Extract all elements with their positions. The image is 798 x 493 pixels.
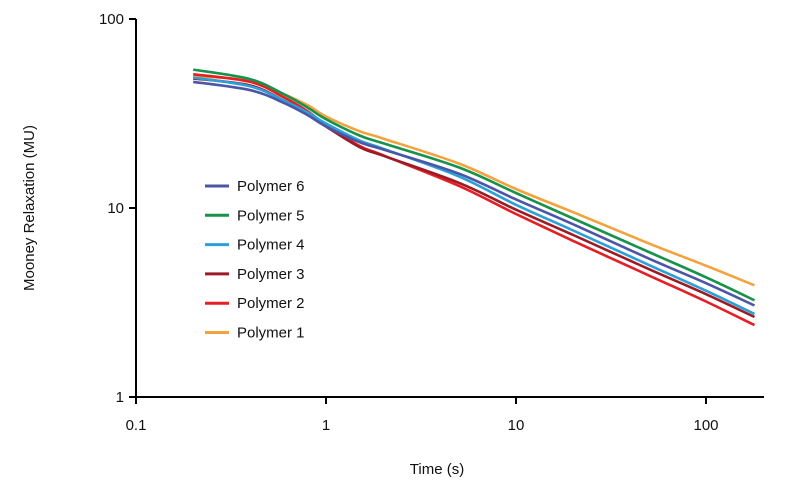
y-axis-title: Mooney Relaxation (MU) — [21, 125, 38, 291]
legend-label: Polymer 4 — [237, 237, 305, 254]
plot-lines — [192, 68, 756, 327]
x-tick-label: 10 — [508, 417, 525, 434]
legend: Polymer 6 Polymer 5 Polymer 4 Polymer 3 Poly… — [205, 178, 305, 342]
series-line-polymer-6 — [193, 80, 756, 307]
y-tick-label: 1 — [116, 389, 124, 406]
legend-item: Polymer 6 — [205, 178, 305, 195]
legend-item: Polymer 2 — [205, 295, 305, 312]
legend-label: Polymer 3 — [237, 266, 305, 283]
legend-item: Polymer 1 — [205, 325, 305, 342]
legend-item: Polymer 4 — [205, 237, 305, 254]
legend-label: Polymer 1 — [237, 325, 305, 342]
legend-item: Polymer 5 — [205, 207, 305, 224]
legend-label: Polymer 6 — [237, 178, 305, 195]
x-tick-label: 0.1 — [126, 417, 147, 434]
legend-label: Polymer 5 — [237, 207, 305, 224]
series-line-polymer-5 — [192, 68, 756, 302]
x-axis-title: Time (s) — [410, 461, 464, 478]
series-line-polymer-2 — [193, 73, 756, 327]
y-tick-label: 100 — [99, 11, 124, 28]
x-tick-label: 1 — [322, 417, 330, 434]
x-tick-label: 100 — [693, 417, 718, 434]
legend-item: Polymer 3 — [205, 266, 305, 283]
y-tick-label: 10 — [107, 200, 124, 217]
legend-label: Polymer 2 — [237, 295, 305, 312]
